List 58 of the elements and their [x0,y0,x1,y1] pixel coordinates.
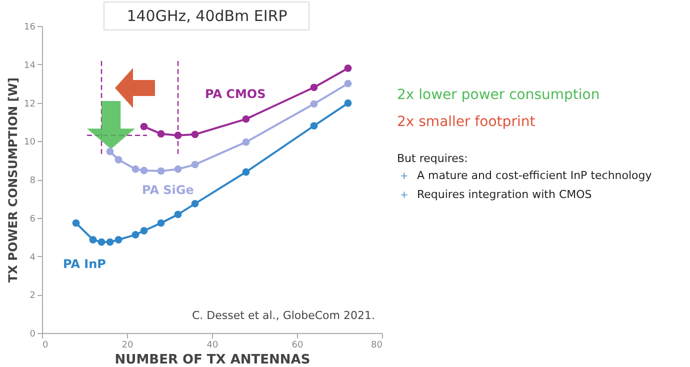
point [174,132,182,140]
chart-title: 140GHz, 40dBm EIRP [126,7,288,25]
y-tick-label: 10 [24,138,36,148]
point [114,236,122,244]
point [191,200,199,208]
point [191,130,199,138]
x-tick-label: 0 [42,340,48,350]
point [174,210,182,218]
point [344,64,352,72]
point [157,130,165,138]
series-label: PA CMOS [205,87,266,101]
text: Requires integration with CMOS [417,188,592,201]
x-tick-label: 60 [292,340,304,350]
point [310,100,318,108]
text: + [400,190,408,201]
y-tick-label: 12 [24,99,36,110]
text: 2x lower power consumption [397,87,600,103]
point [140,166,148,174]
y-axis-title: TX POWER CONSUMPTION [W] [6,78,20,282]
point [106,238,114,246]
point [157,219,165,227]
point [344,80,352,88]
point [114,156,122,164]
series-label: PA InP [63,257,106,271]
point [242,138,250,146]
point [140,227,148,234]
point [310,84,318,92]
x-tick-label: 20 [122,340,134,350]
y-tick-label: 16 [24,22,36,32]
point [157,167,165,175]
point [310,122,318,130]
y-tick-label: 2 [30,291,36,302]
x-tick-label: 80 [371,340,383,350]
x-tick-label: 40 [206,340,218,350]
point [132,165,140,173]
point [72,219,80,227]
text: + [400,171,408,182]
point [242,168,250,176]
annotation: C. Desset et al., GlobeCom 2021. [192,309,375,322]
point [98,238,106,246]
point [191,160,199,168]
y-tick-label: 14 [24,60,36,71]
point [344,99,352,107]
text: But requires: [397,152,468,165]
point [174,165,182,173]
point [106,148,114,156]
series-label: PA SiGe [142,183,194,197]
point [132,231,140,238]
y-tick-label: 6 [30,214,36,224]
point [89,236,97,244]
point [242,115,250,123]
y-tick-label: 8 [30,176,36,186]
x-axis-title: NUMBER OF TX ANTENNAS [114,352,310,367]
text: A mature and cost-efficient InP technology [417,169,652,182]
text: 2x smaller footprint [397,114,536,130]
y-tick-label: 4 [30,252,36,263]
point [140,122,148,130]
y-tick-label: 0 [30,330,36,340]
